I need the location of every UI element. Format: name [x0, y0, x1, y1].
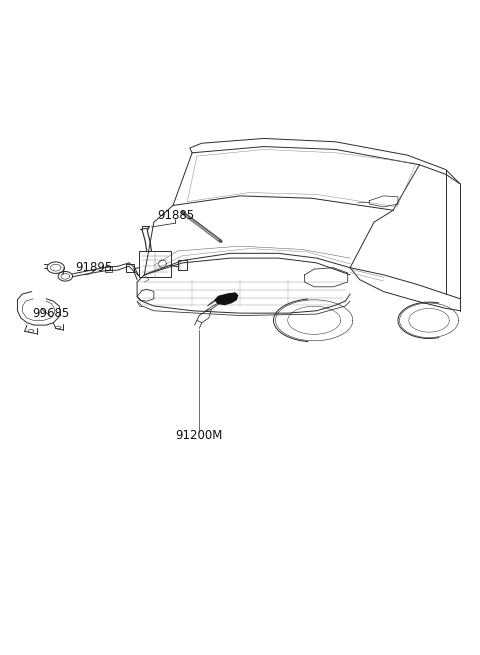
Text: 91200M: 91200M [176, 428, 223, 441]
FancyBboxPatch shape [178, 259, 187, 270]
FancyBboxPatch shape [140, 251, 170, 277]
FancyBboxPatch shape [105, 266, 112, 272]
Text: 91885: 91885 [157, 208, 194, 221]
FancyBboxPatch shape [126, 265, 134, 272]
Text: 91895: 91895 [75, 261, 113, 274]
Text: 99685: 99685 [32, 307, 70, 320]
Polygon shape [215, 293, 238, 305]
